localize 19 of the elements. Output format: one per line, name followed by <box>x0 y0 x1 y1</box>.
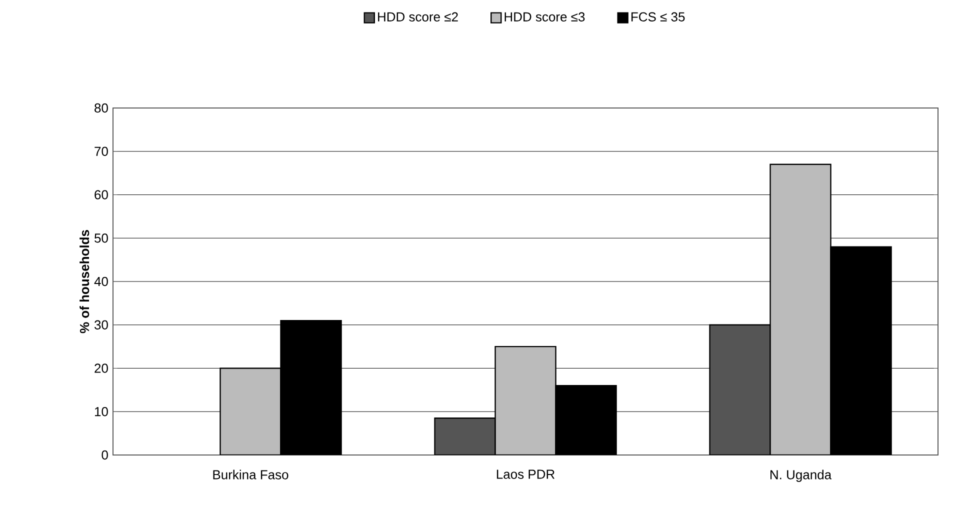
bar <box>770 164 832 455</box>
y-tick-label: 20 <box>94 364 108 373</box>
y-tick-label: 60 <box>94 190 108 200</box>
legend-label: HDD score ≤3 <box>504 12 585 22</box>
x-tick-label: Laos PDR <box>496 470 555 479</box>
bar <box>494 346 556 455</box>
y-tick-label: 0 <box>102 450 108 460</box>
x-tick-label: Burkina Faso <box>213 470 288 480</box>
y-axis-title: % of households <box>80 230 90 334</box>
y-tick-label: 40 <box>94 276 108 286</box>
x-tick-label: N. Uganda <box>770 470 832 482</box>
y-tick-label: 80 <box>94 103 108 113</box>
y-tick-label: 10 <box>94 407 108 416</box>
y-tick-label: 30 <box>94 320 108 330</box>
y-tick-label: 50 <box>94 234 108 243</box>
y-tick-label: 70 <box>94 146 108 156</box>
bar <box>220 368 282 455</box>
legend-label: FCS ≤ 35 <box>631 12 685 22</box>
legend-label: HDD score ≤2 <box>378 12 458 22</box>
